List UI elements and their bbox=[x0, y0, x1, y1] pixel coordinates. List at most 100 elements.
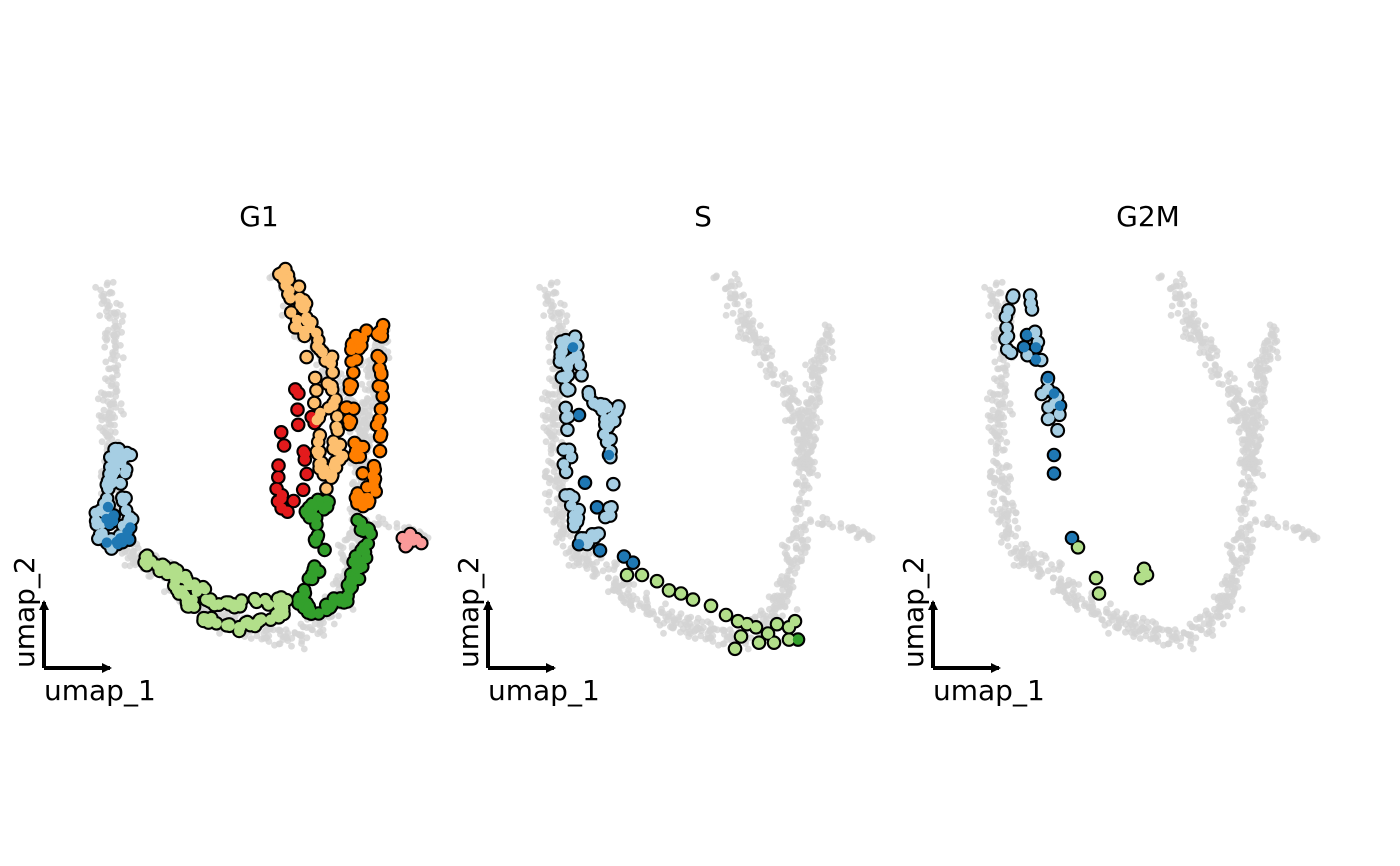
background-cell-point bbox=[806, 448, 814, 456]
background-cell-point bbox=[999, 446, 1007, 454]
background-cell-point bbox=[1212, 362, 1219, 369]
cell-point-red bbox=[298, 446, 309, 457]
background-cell-point bbox=[744, 645, 752, 653]
background-cell-point bbox=[1305, 528, 1312, 536]
background-cell-point bbox=[1261, 418, 1269, 426]
background-cell-point bbox=[541, 490, 549, 497]
background-cell-point bbox=[663, 616, 671, 624]
cell-point-light-green bbox=[651, 576, 663, 587]
background-cell-point bbox=[288, 634, 296, 642]
background-cell-point bbox=[1255, 407, 1262, 415]
cell-point-dark-blue bbox=[124, 534, 135, 545]
background-cell-point bbox=[221, 610, 229, 618]
cell-point-light-green bbox=[236, 595, 247, 606]
background-cell-point bbox=[824, 331, 832, 338]
background-cell-point bbox=[756, 322, 764, 329]
background-cell-point bbox=[774, 592, 781, 600]
cell-point-light-green bbox=[159, 561, 170, 572]
cell-point-light-blue bbox=[564, 355, 576, 366]
background-cell-point bbox=[573, 549, 580, 557]
cell-point-light-blue bbox=[569, 521, 580, 532]
background-cell-point bbox=[786, 556, 794, 564]
background-cell-point bbox=[1274, 523, 1282, 531]
panel-title-s: S bbox=[694, 200, 712, 233]
background-cell-point bbox=[360, 418, 367, 425]
background-cell-point bbox=[384, 348, 392, 356]
background-cell-point bbox=[814, 471, 822, 479]
background-cell-point bbox=[1200, 620, 1208, 628]
highlighted-cells bbox=[88, 261, 429, 639]
background-cell-point bbox=[801, 428, 808, 435]
cell-point-orange bbox=[375, 404, 387, 415]
background-cell-point bbox=[1257, 435, 1265, 443]
background-cell-point bbox=[727, 634, 735, 642]
background-cell-point bbox=[551, 391, 559, 398]
background-cell-point bbox=[781, 602, 788, 610]
background-cell-point bbox=[818, 521, 826, 529]
background-cell-point bbox=[793, 524, 800, 532]
cell-point-light-blue bbox=[121, 447, 133, 459]
background-cell-point bbox=[109, 411, 117, 418]
background-cell-point bbox=[808, 358, 815, 366]
background-cell-point bbox=[752, 343, 760, 351]
background-cell-point bbox=[790, 428, 798, 436]
cell-point-light-green bbox=[735, 631, 747, 642]
background-cell-point bbox=[568, 554, 576, 562]
background-cell-point bbox=[1055, 566, 1063, 573]
background-cell-point bbox=[1171, 626, 1179, 633]
cell-point-light-green bbox=[663, 585, 675, 596]
background-cell-point bbox=[722, 284, 730, 292]
background-cell-point bbox=[1246, 499, 1254, 507]
background-cell-point bbox=[807, 424, 815, 432]
background-cell-point bbox=[665, 610, 673, 618]
background-cell-point bbox=[756, 338, 764, 346]
background-cell-point bbox=[1233, 395, 1240, 402]
cell-point-light-blue bbox=[560, 372, 571, 384]
background-cell-point bbox=[1238, 524, 1245, 532]
cell-point-light-blue bbox=[560, 402, 571, 414]
background-cell-point bbox=[126, 562, 134, 570]
cell-point-light-blue bbox=[566, 500, 577, 511]
background-cell-point bbox=[1050, 574, 1057, 582]
cell-point-dark-green bbox=[792, 634, 804, 645]
cell-point-pink bbox=[400, 541, 411, 552]
background-cell-point bbox=[1243, 554, 1250, 561]
background-cell-point bbox=[1216, 602, 1224, 610]
cell-point-red bbox=[273, 472, 284, 483]
cell-point-dark-green bbox=[342, 590, 353, 602]
cell-point-dark-blue bbox=[125, 522, 136, 533]
background-cell-point bbox=[1105, 629, 1112, 637]
background-cell-point bbox=[550, 314, 557, 322]
cell-point-light-blue bbox=[117, 492, 128, 503]
cell-point-light-green bbox=[741, 619, 753, 630]
background-cell-point bbox=[749, 317, 757, 325]
background-cell-point bbox=[792, 516, 800, 523]
background-cell-point bbox=[129, 549, 137, 557]
background-cell-point bbox=[646, 611, 653, 618]
cell-point-light-blue bbox=[581, 538, 593, 550]
background-cell-point bbox=[546, 358, 554, 366]
background-cell-point bbox=[1235, 428, 1243, 436]
background-cell-point bbox=[1196, 349, 1204, 357]
background-cell-point bbox=[102, 358, 110, 366]
background-cell-point bbox=[654, 616, 661, 624]
background-cell-point bbox=[779, 372, 786, 380]
cell-point-light-blue bbox=[1022, 350, 1033, 361]
cell-point-light-green bbox=[249, 593, 260, 605]
background-cell-point bbox=[1246, 428, 1253, 435]
background-cell-point bbox=[1253, 395, 1261, 403]
background-cell-point bbox=[990, 424, 998, 432]
cell-point-light-green bbox=[173, 588, 185, 599]
background-cell-point bbox=[554, 324, 562, 332]
background-cell-point bbox=[1282, 520, 1290, 527]
background-cell-point bbox=[1244, 473, 1252, 481]
background-cell-point bbox=[763, 354, 770, 362]
background-cell-point bbox=[1225, 386, 1232, 394]
background-cell-point bbox=[1265, 366, 1273, 373]
background-cell-point bbox=[667, 623, 674, 631]
background-cell-point bbox=[1231, 403, 1239, 410]
cell-point-light-green bbox=[277, 601, 289, 612]
background-cell-point bbox=[298, 637, 306, 645]
background-cell-point bbox=[782, 581, 790, 589]
cell-point-light-blue bbox=[1024, 290, 1036, 301]
